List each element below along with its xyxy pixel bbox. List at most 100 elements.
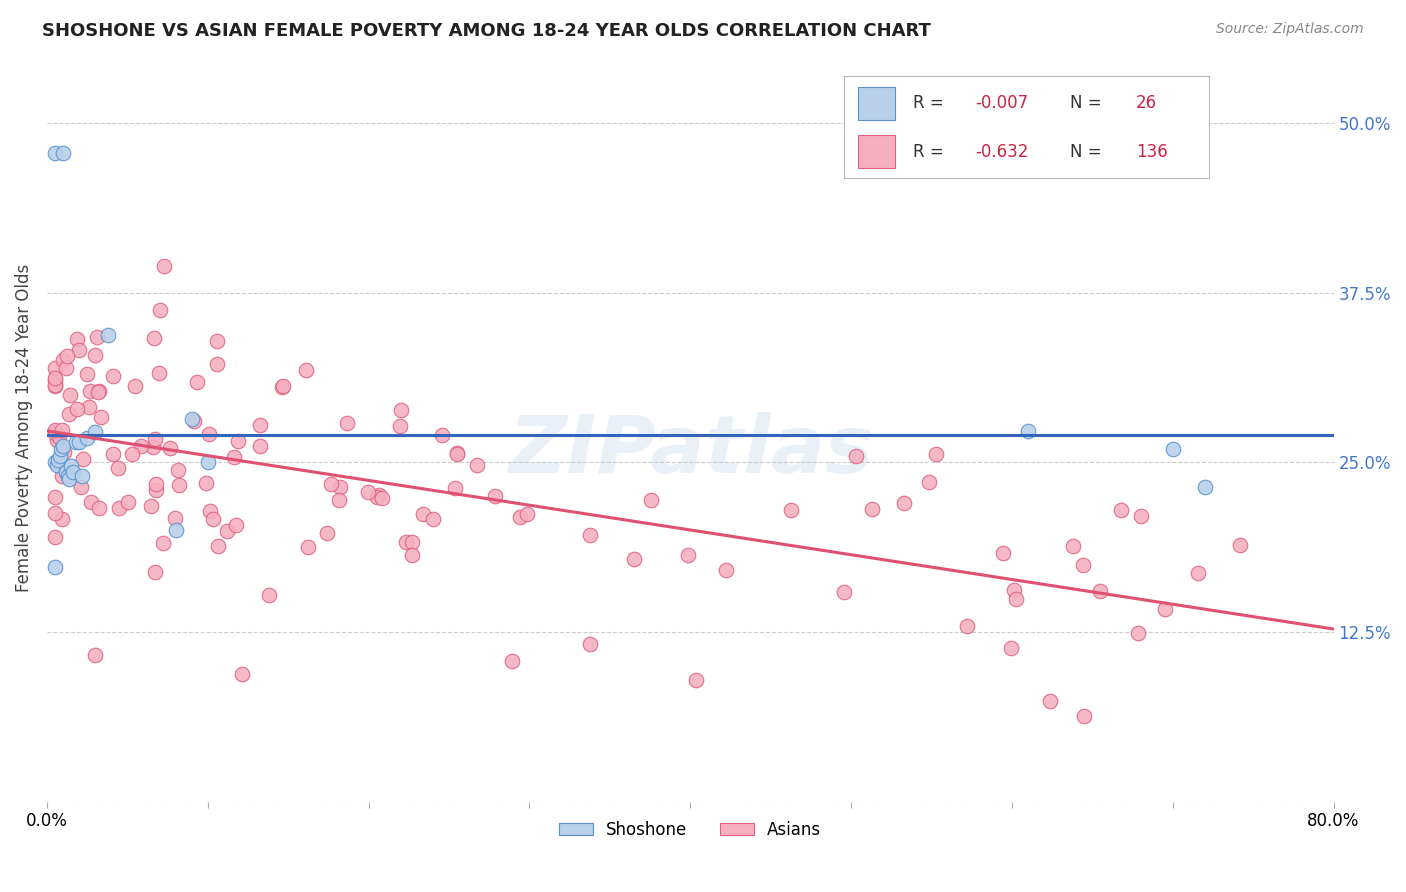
- Point: [60, 459, 83, 474]
- Text: -0.632: -0.632: [976, 144, 1029, 161]
- Point: [52, 145, 75, 160]
- Text: N =: N =: [1070, 144, 1107, 161]
- Point: [329, 480, 352, 494]
- Point: [1002, 582, 1025, 597]
- Point: [44, 373, 66, 387]
- Point: [145, 483, 167, 497]
- Point: [59, 388, 82, 402]
- Point: [55, 465, 77, 479]
- Point: [52, 353, 75, 368]
- Point: [90, 410, 112, 425]
- Point: [336, 416, 359, 430]
- Point: [991, 546, 1014, 560]
- Point: [1130, 509, 1153, 524]
- Point: [139, 500, 162, 514]
- Point: [202, 512, 225, 526]
- Point: [56, 468, 79, 483]
- Point: [465, 458, 488, 473]
- Point: [623, 551, 645, 566]
- Point: [297, 540, 319, 554]
- Point: [44, 361, 66, 376]
- Point: [401, 534, 423, 549]
- Point: [46, 452, 69, 467]
- Point: [1128, 626, 1150, 640]
- Point: [124, 379, 146, 393]
- Point: [65, 434, 87, 449]
- Point: [368, 488, 391, 502]
- Point: [51, 442, 73, 456]
- Point: [131, 439, 153, 453]
- Point: [430, 427, 453, 442]
- Point: [832, 584, 855, 599]
- Point: [1073, 709, 1095, 723]
- Point: [55, 350, 77, 364]
- Point: [205, 357, 228, 371]
- Point: [76, 368, 98, 382]
- Point: [1005, 592, 1028, 607]
- Point: [55, 361, 77, 376]
- Point: [1229, 538, 1251, 552]
- Point: [918, 475, 941, 489]
- Point: [231, 667, 253, 681]
- Point: [1194, 480, 1216, 494]
- Text: SHOSHONE VS ASIAN FEMALE POVERTY AMONG 18-24 YEAR OLDS CORRELATION CHART: SHOSHONE VS ASIAN FEMALE POVERTY AMONG 1…: [42, 22, 931, 40]
- Point: [579, 527, 602, 541]
- Text: R =: R =: [912, 94, 949, 112]
- Y-axis label: Female Poverty Among 18-24 Year Olds: Female Poverty Among 18-24 Year Olds: [15, 264, 32, 592]
- Point: [1039, 694, 1062, 708]
- Point: [484, 489, 506, 503]
- Point: [66, 402, 89, 417]
- Point: [422, 512, 444, 526]
- Point: [271, 379, 294, 393]
- Point: [516, 507, 538, 521]
- Point: [44, 425, 66, 440]
- Point: [579, 637, 602, 651]
- Point: [58, 407, 80, 421]
- Point: [79, 384, 101, 398]
- Point: [270, 380, 292, 394]
- FancyBboxPatch shape: [858, 136, 894, 168]
- Point: [183, 414, 205, 428]
- Point: [180, 412, 202, 426]
- Point: [169, 478, 191, 492]
- Point: [389, 402, 412, 417]
- Point: [52, 439, 75, 453]
- Point: [779, 503, 801, 517]
- Point: [51, 512, 73, 526]
- Text: -0.007: -0.007: [976, 94, 1028, 112]
- Point: [501, 654, 523, 668]
- Point: [44, 530, 66, 544]
- Point: [1073, 558, 1095, 572]
- Point: [76, 431, 98, 445]
- Point: [395, 535, 418, 549]
- Legend: Shoshone, Asians: Shoshone, Asians: [553, 814, 828, 846]
- Point: [366, 490, 388, 504]
- Point: [44, 423, 66, 437]
- Point: [70, 480, 93, 494]
- FancyBboxPatch shape: [858, 87, 894, 120]
- Point: [1161, 442, 1184, 456]
- Point: [165, 510, 187, 524]
- Point: [194, 476, 217, 491]
- Point: [44, 455, 66, 469]
- Point: [97, 327, 120, 342]
- Text: Source: ZipAtlas.com: Source: ZipAtlas.com: [1216, 22, 1364, 37]
- Point: [205, 334, 228, 349]
- Point: [143, 331, 166, 345]
- Point: [107, 500, 129, 515]
- Point: [149, 303, 172, 318]
- Point: [1111, 502, 1133, 516]
- Point: [412, 507, 434, 521]
- Point: [676, 549, 699, 563]
- Point: [87, 384, 110, 398]
- Point: [143, 432, 166, 446]
- Point: [101, 368, 124, 383]
- Point: [845, 450, 868, 464]
- Point: [66, 332, 89, 346]
- Point: [215, 524, 238, 538]
- Point: [1154, 602, 1177, 616]
- Point: [67, 343, 90, 358]
- Point: [77, 401, 100, 415]
- Point: [148, 367, 170, 381]
- Point: [1000, 641, 1022, 656]
